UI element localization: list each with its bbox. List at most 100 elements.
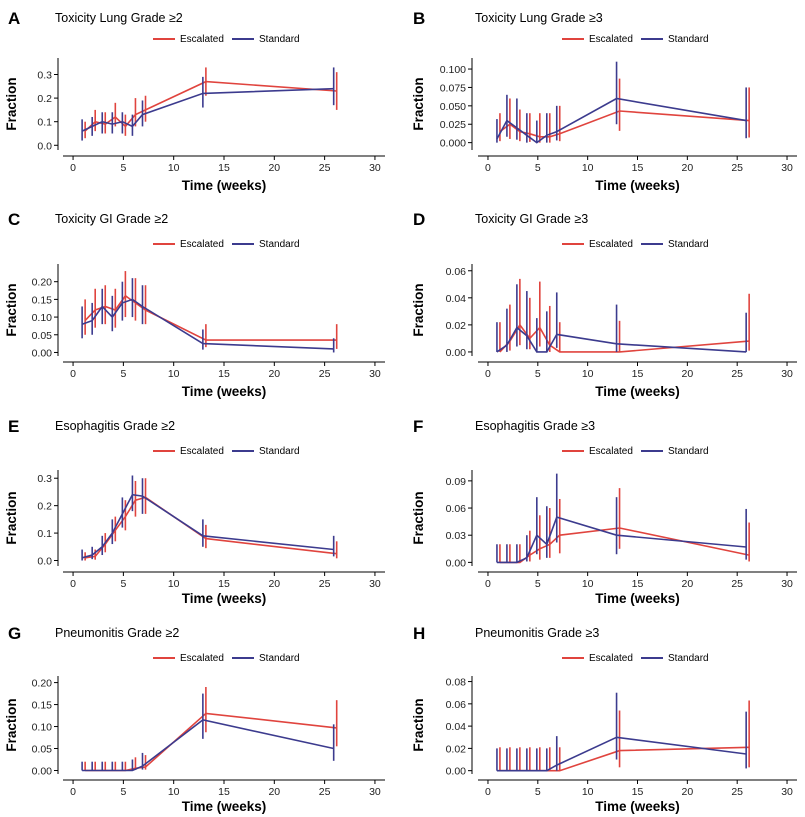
panel-letter: F — [413, 417, 423, 436]
series-line-standard — [81, 87, 334, 132]
series-line-standard — [496, 97, 747, 144]
legend: Escalated Standard — [153, 239, 300, 250]
legend: Escalated Standard — [562, 653, 709, 664]
series-escalated — [84, 686, 338, 772]
x-tick-label: 0 — [70, 786, 76, 798]
series-standard — [81, 278, 335, 353]
x-tick-label: 20 — [682, 786, 694, 798]
x-axis-title: Time (weeks) — [182, 591, 267, 606]
series-standard — [81, 67, 335, 141]
series-standard — [496, 61, 747, 144]
panel-b: B Toxicity Lung Grade ≥3 Escalated Standard… — [411, 9, 797, 193]
x-tick-label: 30 — [369, 162, 381, 174]
panel-title: Esophagitis Grade ≥2 — [55, 419, 175, 433]
panel-letter: B — [413, 9, 425, 28]
y-tick-label: 0.08 — [446, 677, 467, 689]
panel-title: Toxicity GI Grade ≥3 — [475, 212, 588, 226]
x-tick-label: 0 — [485, 578, 491, 590]
x-tick-label: 25 — [319, 162, 331, 174]
x-tick-label: 25 — [319, 368, 331, 380]
panel-a: A Toxicity Lung Grade ≥2 Escalated Standard… — [4, 9, 385, 193]
x-tick-label: 0 — [70, 162, 76, 174]
x-tick-label: 15 — [632, 368, 644, 380]
y-tick-label: 0.050 — [440, 101, 466, 113]
series-standard — [81, 475, 335, 561]
y-tick-label: 0.00 — [446, 557, 467, 569]
panel-letter: H — [413, 624, 425, 643]
panel-letter: G — [8, 624, 21, 643]
y-tick-label: 0.2 — [37, 501, 52, 513]
x-tick-label: 5 — [120, 786, 126, 798]
y-axis-title: Fraction — [411, 77, 426, 130]
y-tick-label: 0.3 — [37, 473, 52, 485]
y-tick-label: 0.02 — [446, 743, 467, 755]
y-tick-label: 0.06 — [446, 699, 467, 711]
x-tick-label: 30 — [781, 786, 793, 798]
panel-h: H Pneumonitis Grade ≥3 Escalated Standard 0 5… — [411, 624, 797, 814]
x-tick-label: 25 — [731, 368, 743, 380]
y-tick-label: 0.00 — [32, 765, 53, 777]
x-tick-label: 20 — [682, 578, 694, 590]
y-tick-label: 0.1 — [37, 117, 52, 129]
panel-letter: A — [8, 9, 20, 28]
x-tick-label: 5 — [535, 786, 541, 798]
x-tick-label: 10 — [168, 578, 180, 590]
panel-letter: C — [8, 210, 20, 229]
y-tick-label: 0.06 — [446, 266, 467, 278]
y-axis-title: Fraction — [4, 283, 19, 336]
y-tick-label: 0.06 — [446, 503, 467, 515]
panel-letter: E — [8, 417, 19, 436]
legend-label-standard: Standard — [259, 653, 300, 664]
x-tick-label: 10 — [582, 162, 594, 174]
x-axis-title: Time (weeks) — [595, 591, 680, 606]
series-line-standard — [496, 516, 747, 564]
x-tick-label: 15 — [632, 162, 644, 174]
x-tick-label: 10 — [168, 786, 180, 798]
x-tick-label: 25 — [731, 578, 743, 590]
x-tick-label: 5 — [535, 368, 541, 380]
x-tick-label: 0 — [70, 578, 76, 590]
panel-title: Toxicity Lung Grade ≥2 — [55, 11, 183, 25]
y-tick-label: 0.10 — [32, 722, 53, 734]
x-tick-label: 30 — [781, 368, 793, 380]
legend: Escalated Standard — [562, 239, 709, 250]
y-tick-label: 0.15 — [32, 700, 53, 712]
x-axis-title: Time (weeks) — [182, 384, 267, 399]
panel-title: Esophagitis Grade ≥3 — [475, 419, 595, 433]
y-tick-label: 0.00 — [446, 347, 467, 359]
x-tick-label: 0 — [485, 368, 491, 380]
x-tick-label: 25 — [319, 786, 331, 798]
panel-letter: D — [413, 210, 425, 229]
x-tick-label: 10 — [168, 162, 180, 174]
x-tick-label: 20 — [268, 578, 280, 590]
legend-label-escalated: Escalated — [180, 239, 224, 250]
series-standard — [496, 284, 747, 353]
x-tick-label: 5 — [120, 578, 126, 590]
series-escalated — [84, 271, 338, 349]
series-line-standard — [81, 298, 334, 350]
panel-title: Pneumonitis Grade ≥3 — [475, 626, 599, 640]
y-tick-label: 0.04 — [446, 293, 467, 305]
series-standard — [496, 692, 747, 772]
x-tick-label: 15 — [218, 368, 230, 380]
y-tick-label: 0.20 — [32, 678, 53, 690]
y-tick-label: 0.2 — [37, 93, 52, 105]
series-line-standard — [496, 736, 747, 772]
y-tick-label: 0.05 — [32, 744, 53, 756]
x-tick-label: 30 — [369, 786, 381, 798]
x-axis-title: Time (weeks) — [595, 384, 680, 399]
y-axis-title: Fraction — [4, 698, 19, 751]
x-tick-label: 15 — [218, 578, 230, 590]
x-tick-label: 10 — [582, 786, 594, 798]
x-tick-label: 5 — [535, 162, 541, 174]
legend-label-escalated: Escalated — [180, 34, 224, 45]
x-tick-label: 20 — [682, 162, 694, 174]
series-standard — [81, 693, 335, 772]
y-tick-label: 0.03 — [446, 530, 467, 542]
legend-label-standard: Standard — [668, 653, 709, 664]
x-axis-title: Time (weeks) — [182, 799, 267, 814]
x-tick-label: 30 — [781, 162, 793, 174]
x-tick-label: 25 — [731, 162, 743, 174]
panel-g: G Pneumonitis Grade ≥2 Escalated Standard 0 5… — [4, 624, 385, 814]
panel-title: Pneumonitis Grade ≥2 — [55, 626, 179, 640]
